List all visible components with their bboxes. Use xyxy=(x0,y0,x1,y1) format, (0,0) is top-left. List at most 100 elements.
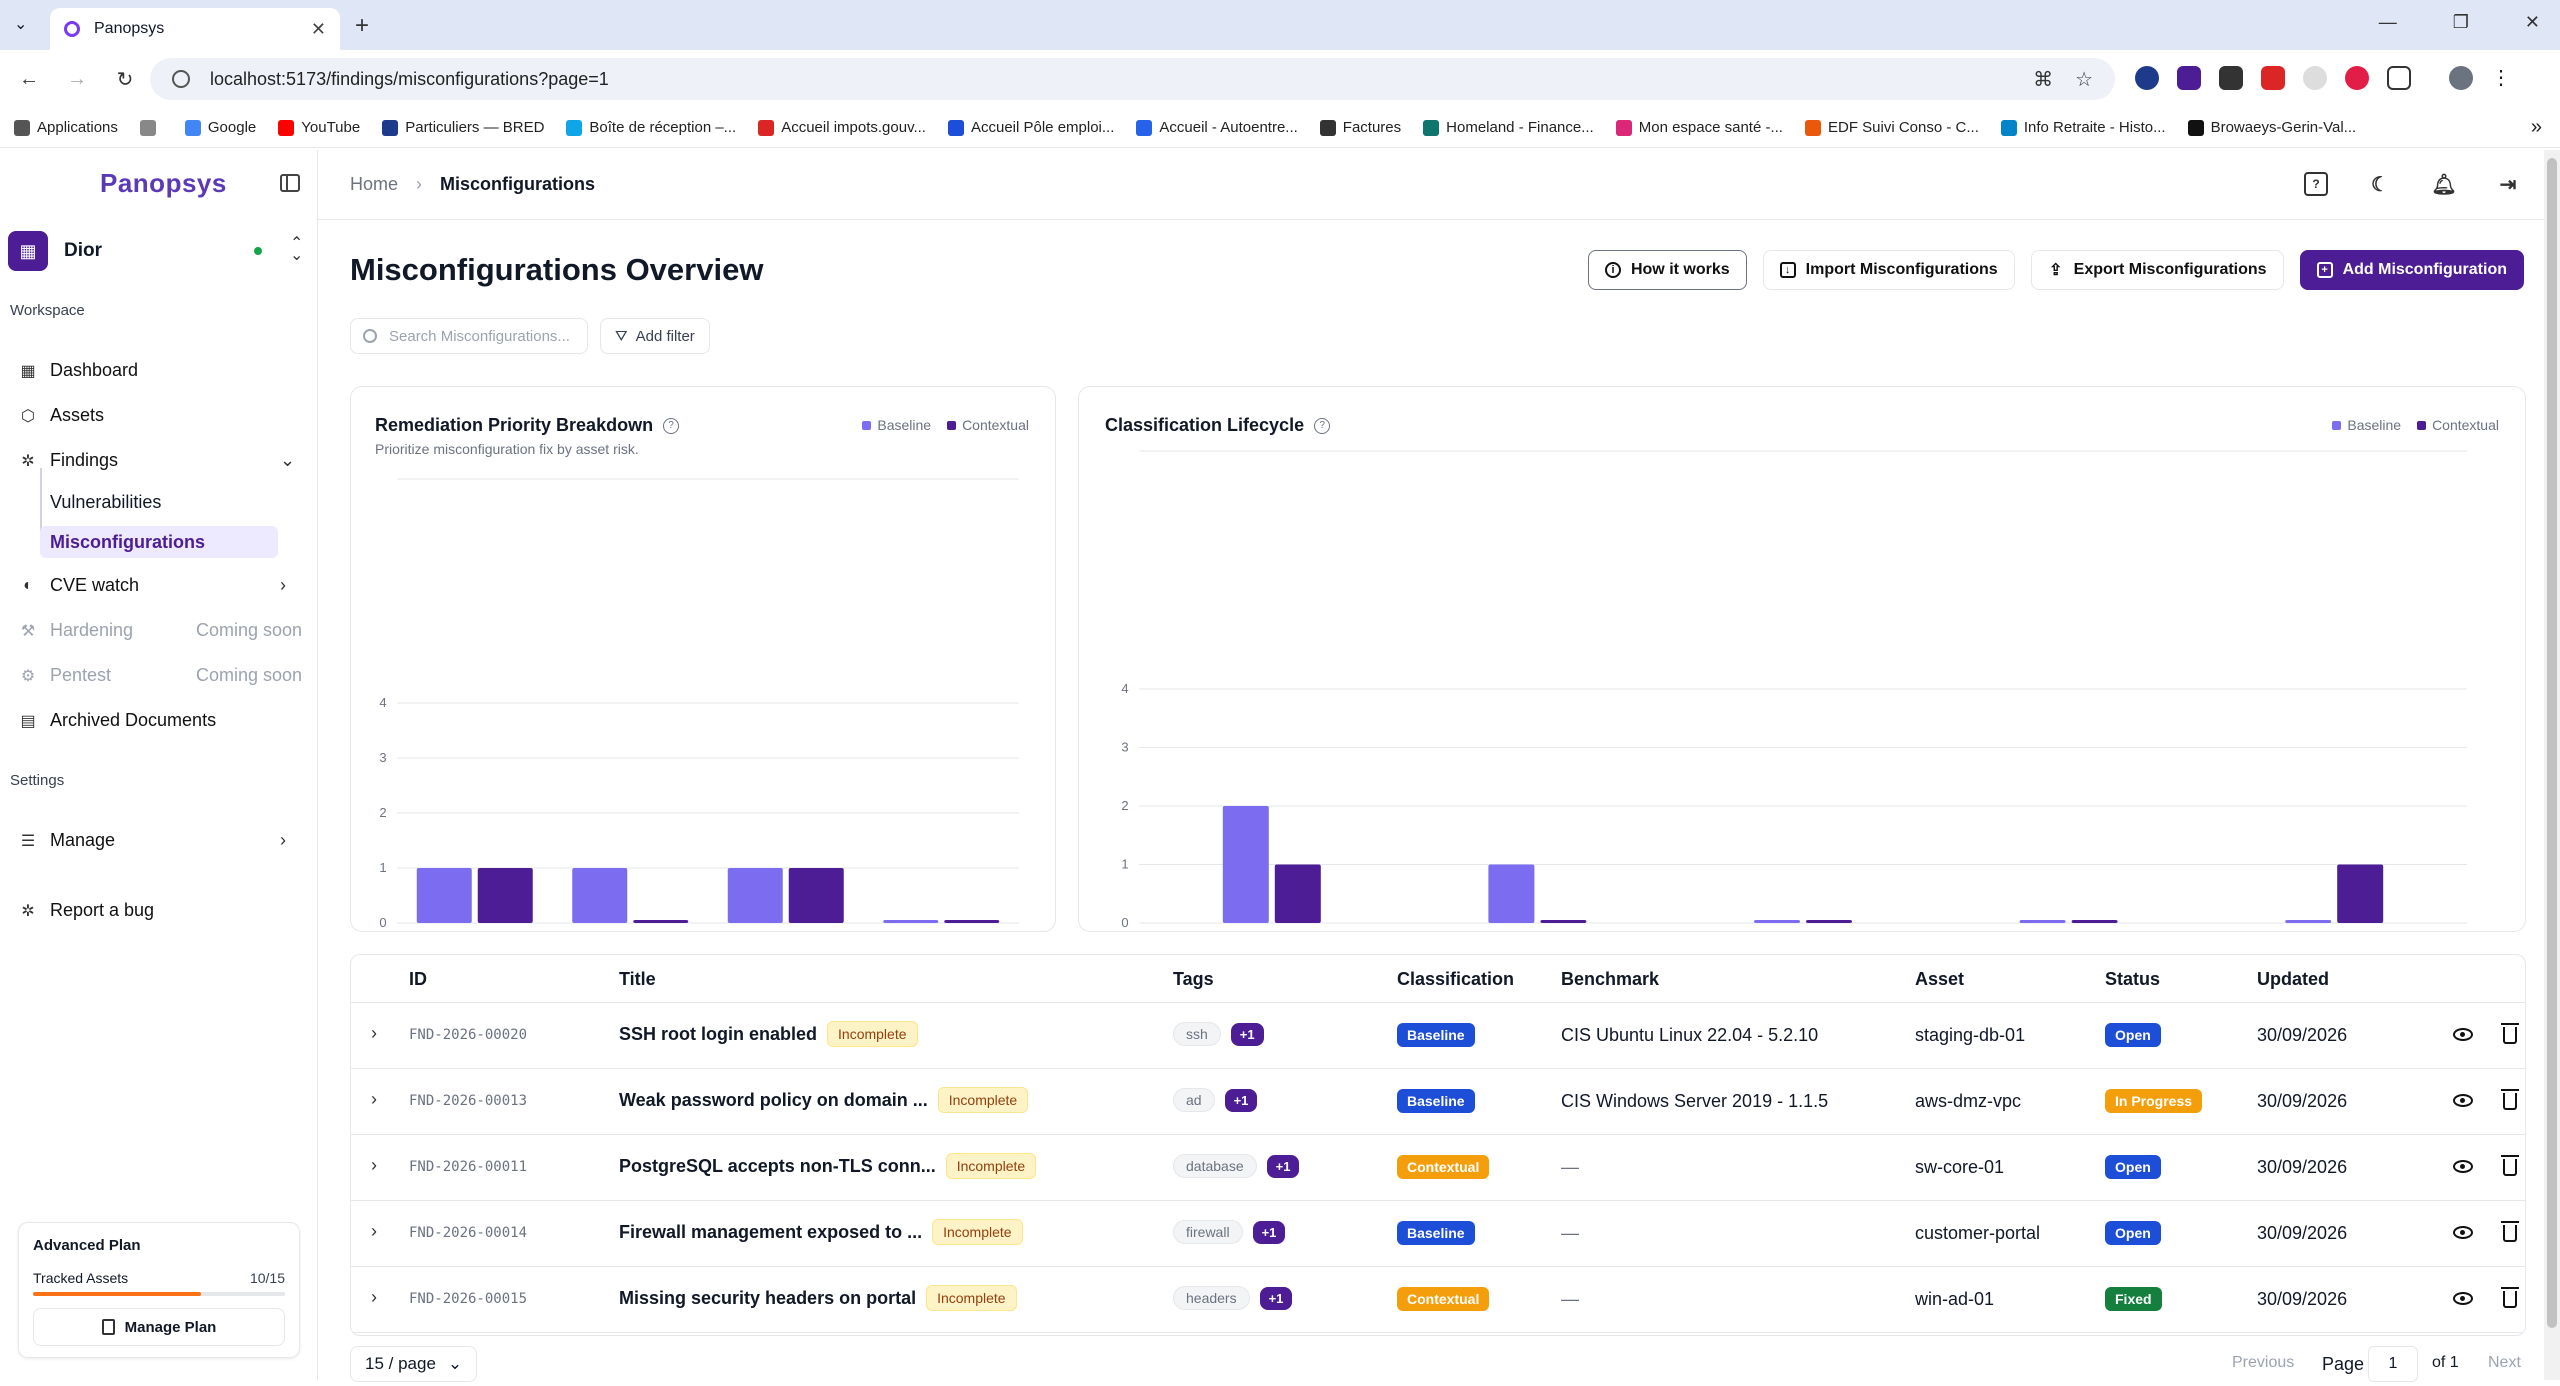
view-eye-icon[interactable] xyxy=(2453,1289,2473,1310)
delete-trash-icon[interactable] xyxy=(2501,1287,2519,1313)
bookmark-item[interactable]: Accueil impots.gouv... xyxy=(758,119,926,136)
column-header-benchmark[interactable]: Benchmark xyxy=(1561,969,1660,989)
import-button[interactable]: ↓ Import Misconfigurations xyxy=(1762,250,2015,290)
page-scrollbar[interactable] xyxy=(2544,150,2560,1380)
column-header-title[interactable]: Title xyxy=(619,969,656,989)
bookmark-item[interactable]: YouTube xyxy=(278,119,360,136)
manage-plan-button[interactable]: Manage Plan xyxy=(33,1308,285,1346)
sidebar-item-manage[interactable]: ☰ Manage › xyxy=(18,830,300,851)
sidebar-item-findings[interactable]: ✲ Findings ⌄ xyxy=(18,450,300,471)
per-page-select[interactable]: 15 / page ⌄ xyxy=(350,1346,478,1382)
table-row[interactable]: › FND-2026-00011 PostgreSQL accepts non-TL… xyxy=(351,1135,2525,1201)
column-header-asset[interactable]: Asset xyxy=(1915,969,1965,989)
translate-icon[interactable]: ⌘ xyxy=(2033,68,2054,91)
delete-trash-icon[interactable] xyxy=(2501,1089,2519,1115)
bookmark-item[interactable]: Homeland - Finance... xyxy=(1423,119,1594,136)
table-row[interactable]: › FND-2026-00013 Weak password policy on d… xyxy=(351,1069,2525,1135)
sidebar-item-report-bug[interactable]: ✲ Report a bug xyxy=(18,900,154,921)
next-button[interactable]: Next xyxy=(2488,1354,2521,1371)
sidebar-item-vulnerabilities[interactable]: Vulnerabilities xyxy=(40,486,278,518)
sidebar-toggle-icon[interactable] xyxy=(280,174,300,192)
bookmarks-overflow-icon[interactable]: » xyxy=(2530,116,2542,138)
table-row[interactable]: › FND-2026-00015 Missing security headers … xyxy=(351,1267,2525,1333)
sidebar-item-dashboard[interactable]: ▦ Dashboard xyxy=(18,360,138,381)
expand-row-chevron-icon[interactable]: › xyxy=(371,1155,377,1175)
finding-title[interactable]: Firewall management exposed to ... Incomp… xyxy=(619,1219,1023,1245)
site-info-icon[interactable] xyxy=(172,70,190,88)
bookmark-item[interactable]: Google xyxy=(184,119,256,136)
column-header-updated[interactable]: Updated xyxy=(2257,969,2329,989)
notification-bell-icon[interactable]: 🔔︎ xyxy=(2431,173,2457,196)
view-eye-icon[interactable] xyxy=(2453,1223,2473,1244)
more-tags-badge[interactable]: +1 xyxy=(1230,1022,1264,1046)
expand-row-chevron-icon[interactable]: › xyxy=(371,1221,377,1241)
finding-title[interactable]: SSH root login enabled Incomplete xyxy=(619,1021,918,1047)
back-icon[interactable]: ← xyxy=(19,67,39,90)
column-header-tags[interactable]: Tags xyxy=(1173,969,1214,989)
finding-title[interactable]: Weak password policy on domain ... Incomp… xyxy=(619,1087,1029,1113)
column-header-id[interactable]: ID xyxy=(409,969,427,989)
address-bar[interactable]: localhost:5173/findings/misconfiguration… xyxy=(150,58,2115,100)
close-window-icon[interactable]: ✕ xyxy=(2524,12,2540,32)
restore-icon[interactable]: ❐ xyxy=(2452,12,2469,32)
search-input[interactable]: Search Misconfigurations... xyxy=(350,318,588,354)
help-icon[interactable]: ? xyxy=(2304,172,2328,196)
logout-icon[interactable]: ⇥ xyxy=(2499,173,2517,196)
dark-mode-moon-icon[interactable]: ☾ xyxy=(2371,173,2389,196)
sidebar-item-cve-watch[interactable]: ◐ CVE watch › xyxy=(18,575,300,596)
profile-avatar[interactable] xyxy=(2449,66,2473,90)
add-misconfiguration-button[interactable]: + Add Misconfiguration xyxy=(2299,250,2524,290)
more-tags-badge[interactable]: +1 xyxy=(1259,1286,1293,1310)
breadcrumb-home[interactable]: Home xyxy=(350,174,399,194)
bookmark-item[interactable]: Mon espace santé -... xyxy=(1615,119,1783,136)
help-circle-icon[interactable]: ? xyxy=(1314,417,1331,434)
bookmark-item[interactable]: Accueil - Autoentre... xyxy=(1136,119,1298,136)
delete-trash-icon[interactable] xyxy=(2501,1023,2519,1049)
bookmark-item[interactable]: Browaeys-Gerin-Val... xyxy=(2187,119,2356,136)
expand-row-chevron-icon[interactable]: › xyxy=(371,1023,377,1043)
bookmark-item[interactable]: Factures xyxy=(1319,119,1401,136)
bookmark-item[interactable] xyxy=(139,119,163,136)
scrollbar-thumb[interactable] xyxy=(2547,158,2557,1328)
extensions-puzzle-icon[interactable] xyxy=(2387,66,2411,90)
bookmark-item[interactable]: Accueil Pôle emploi... xyxy=(947,119,1114,136)
expand-row-chevron-icon[interactable]: › xyxy=(371,1287,377,1307)
bookmark-item[interactable]: Applications xyxy=(14,119,118,136)
view-eye-icon[interactable] xyxy=(2453,1091,2473,1112)
reload-icon[interactable]: ↻ xyxy=(116,68,134,91)
browser-menu-icon[interactable]: ⋮ xyxy=(2491,67,2511,89)
delete-trash-icon[interactable] xyxy=(2501,1221,2519,1247)
view-eye-icon[interactable] xyxy=(2453,1157,2473,1178)
table-row[interactable]: › FND-2026-00014 Firewall management expos… xyxy=(351,1201,2525,1267)
export-button[interactable]: ⇪ Export Misconfigurations xyxy=(2030,250,2284,290)
close-tab-icon[interactable]: ✕ xyxy=(310,18,326,39)
help-circle-icon[interactable]: ? xyxy=(663,417,680,434)
browser-tab[interactable]: Panopsys ✕ xyxy=(50,8,340,50)
extension-icon[interactable] xyxy=(2261,66,2285,90)
delete-trash-icon[interactable] xyxy=(2501,1155,2519,1181)
sidebar-item-archived-documents[interactable]: ▤ Archived Documents xyxy=(18,710,216,731)
sidebar-item-misconfigurations[interactable]: Misconfigurations xyxy=(40,526,278,558)
minimize-icon[interactable]: — xyxy=(2378,12,2397,32)
workspace-switcher[interactable]: ▦ Dior ⌃ ⌄ xyxy=(8,230,310,272)
add-filter-button[interactable]: ⛛ Add filter xyxy=(600,318,710,354)
expand-row-chevron-icon[interactable]: › xyxy=(371,1089,377,1109)
bookmark-item[interactable]: EDF Suivi Conso - C... xyxy=(1804,119,1979,136)
sidebar-item-assets[interactable]: ⬡ Assets xyxy=(18,405,104,426)
more-tags-badge[interactable]: +1 xyxy=(1224,1088,1258,1112)
how-it-works-button[interactable]: i How it works xyxy=(1587,250,1747,290)
extension-icon[interactable] xyxy=(2177,66,2201,90)
previous-button[interactable]: Previous xyxy=(2232,1354,2295,1371)
extension-icon[interactable] xyxy=(2219,66,2243,90)
finding-title[interactable]: PostgreSQL accepts non-TLS conn... Incomp… xyxy=(619,1153,1037,1179)
column-header-classification[interactable]: Classification xyxy=(1397,969,1515,989)
new-tab-icon[interactable]: + xyxy=(355,12,370,39)
bookmark-star-icon[interactable]: ☆ xyxy=(2075,68,2093,91)
page-number-input[interactable]: 1 xyxy=(2368,1346,2418,1382)
bookmark-item[interactable]: Boîte de réception –... xyxy=(566,119,736,136)
bookmark-item[interactable]: Particuliers — BRED xyxy=(382,119,544,136)
view-eye-icon[interactable] xyxy=(2453,1025,2473,1046)
column-header-status[interactable]: Status xyxy=(2105,969,2161,989)
adblock-icon[interactable] xyxy=(2345,66,2369,90)
finding-title[interactable]: Missing security headers on portal Incomp… xyxy=(619,1285,1017,1311)
